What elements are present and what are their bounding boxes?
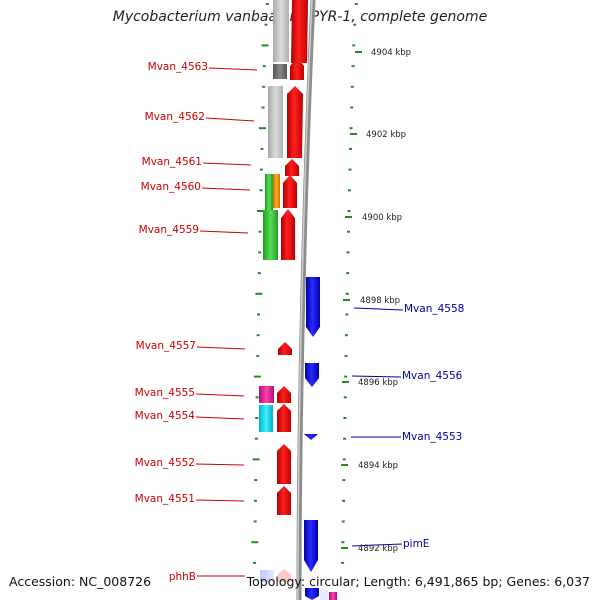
feature-bar-mvan-4559[interactable]	[263, 210, 278, 260]
gene-mvan-4555-arrow[interactable]	[277, 386, 291, 403]
label-mvan-4561[interactable]: Mvan_4561	[142, 156, 202, 168]
gene-mvan-4553-arrow[interactable]	[304, 434, 318, 440]
accession-text: Accession: NC_008726	[9, 574, 152, 589]
genome-backbone-highlight	[297, 0, 313, 600]
label-mvan-4563[interactable]: Mvan_4563	[148, 61, 208, 73]
gene-mvan-4560-arrow[interactable]	[283, 175, 297, 208]
label-pime[interactable]: pimE	[403, 538, 429, 550]
gene-mvan-4559-arrow[interactable]	[281, 209, 295, 260]
gene-mvan-4558-arrow[interactable]	[306, 277, 320, 337]
label-mvan-4555[interactable]: Mvan_4555	[135, 387, 195, 399]
label-mvan-4559[interactable]: Mvan_4559	[139, 224, 199, 236]
feature-bars	[259, 0, 289, 582]
forward-genes	[277, 0, 308, 582]
gene-mvan-4551-arrow[interactable]	[277, 486, 291, 515]
reverse-gene-labels: Mvan_4558 Mvan_4556 Mvan_4553 pimE	[351, 303, 464, 550]
scale-label-4894: 4894 kbp	[358, 461, 398, 471]
label-mvan-4551[interactable]: Mvan_4551	[135, 493, 195, 505]
feature-bar-mvan-4554[interactable]	[259, 405, 273, 432]
label-mvan-4558[interactable]: Mvan_4558	[404, 303, 464, 315]
feature-bar-mvan-4555[interactable]	[259, 386, 274, 403]
feature-bar-mvan-4560-green[interactable]	[265, 174, 273, 210]
tick-marks-right	[341, 3, 358, 564]
label-mvan-4553[interactable]: Mvan_4553	[402, 431, 462, 443]
feature-bar-top[interactable]	[273, 0, 289, 62]
scale-label-4896: 4896 kbp	[358, 378, 398, 388]
scale-label-4904: 4904 kbp	[371, 48, 411, 58]
gene-mvan-4554-arrow[interactable]	[277, 404, 291, 432]
gene-bottom-arrow[interactable]	[305, 588, 319, 600]
tick-marks-left	[251, 3, 269, 564]
label-mvan-4560[interactable]: Mvan_4560	[141, 181, 201, 193]
gene-mvan-4552-arrow[interactable]	[277, 444, 291, 484]
gene-mvan-4561-arrow[interactable]	[285, 159, 299, 176]
scale-label-4900: 4900 kbp	[362, 213, 402, 223]
gene-mvan-4556-arrow[interactable]	[305, 363, 319, 387]
topology-text: Topology: circular; Length: 6,491,865 bp…	[246, 574, 590, 589]
label-phhb[interactable]: phhB	[169, 571, 196, 583]
label-mvan-4556[interactable]: Mvan_4556	[402, 370, 463, 382]
label-mvan-4552[interactable]: Mvan_4552	[135, 457, 195, 469]
feature-bar-bottom-magenta[interactable]	[329, 592, 337, 600]
label-mvan-4554[interactable]: Mvan_4554	[135, 410, 196, 422]
scale-label-4898: 4898 kbp	[360, 296, 400, 306]
feature-bar-mvan-4562[interactable]	[268, 86, 283, 158]
gene-mvan-4562-arrow[interactable]	[287, 86, 303, 158]
forward-gene-labels: Mvan_4563 Mvan_4562 Mvan_4561 Mvan_4560 …	[135, 61, 258, 583]
gene-top-arrow[interactable]	[291, 0, 308, 63]
gene-pime-arrow[interactable]	[304, 520, 318, 572]
reverse-genes	[304, 277, 337, 600]
label-mvan-4557[interactable]: Mvan_4557	[136, 340, 196, 352]
genome-backbone	[296, 0, 316, 600]
scale-label-4892: 4892 kbp	[358, 544, 398, 554]
feature-bar-bottom-pale[interactable]	[320, 590, 328, 600]
scale-labels: 4904 kbp 4902 kbp 4900 kbp 4898 kbp 4896…	[341, 48, 411, 554]
gene-phhb-arrow[interactable]	[278, 569, 291, 582]
feature-bar-phhb[interactable]	[260, 570, 274, 582]
label-mvan-4562[interactable]: Mvan_4562	[145, 111, 205, 123]
gene-mvan-4563-arrow[interactable]	[290, 58, 304, 80]
feature-bar-mvan-4563[interactable]	[273, 64, 287, 79]
scale-label-4902: 4902 kbp	[366, 130, 406, 140]
feature-bar-mvan-4560-orange[interactable]	[273, 174, 280, 208]
gene-mvan-4557-arrow[interactable]	[278, 342, 292, 355]
